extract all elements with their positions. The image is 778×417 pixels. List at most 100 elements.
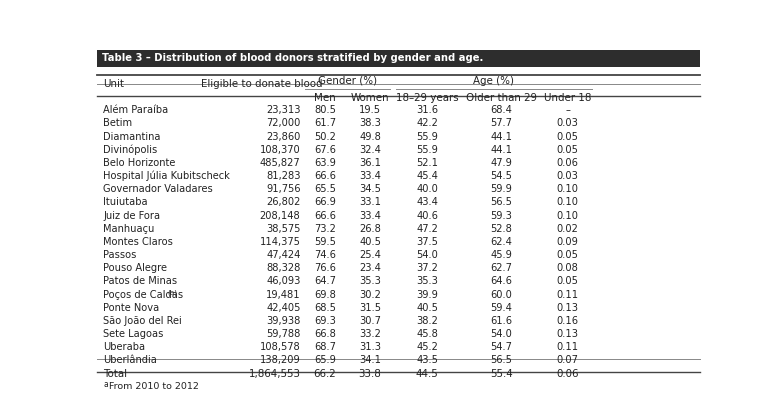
Text: Gender (%): Gender (%) [318,76,377,86]
Text: 81,283: 81,283 [266,171,300,181]
Text: 66.8: 66.8 [314,329,336,339]
Text: 26.8: 26.8 [359,224,381,234]
Text: 0.11: 0.11 [556,289,579,299]
Text: Ponte Nova: Ponte Nova [103,303,159,313]
Text: 45.8: 45.8 [416,329,438,339]
Text: 0.09: 0.09 [556,237,579,247]
Text: 108,370: 108,370 [260,145,300,155]
Text: 55.9: 55.9 [416,132,438,142]
Text: 62.4: 62.4 [490,237,512,247]
Text: 36.1: 36.1 [359,158,381,168]
Text: Manhuaçu: Manhuaçu [103,224,155,234]
Text: 47,424: 47,424 [266,250,300,260]
Text: 30.7: 30.7 [359,316,381,326]
Text: 0.13: 0.13 [556,329,579,339]
Text: 39,938: 39,938 [266,316,300,326]
Text: 485,827: 485,827 [260,158,300,168]
Text: Sete Lagoas: Sete Lagoas [103,329,163,339]
Text: Under 18: Under 18 [544,93,591,103]
Text: 1,864,553: 1,864,553 [248,369,300,379]
Text: 45.2: 45.2 [416,342,438,352]
Text: 114,375: 114,375 [260,237,300,247]
Text: 65.9: 65.9 [314,355,336,365]
Text: 38.3: 38.3 [359,118,381,128]
Text: a: a [103,380,108,389]
Text: 52.1: 52.1 [416,158,438,168]
Text: 45.9: 45.9 [490,250,512,260]
Text: 38.2: 38.2 [416,316,438,326]
Text: 54.0: 54.0 [490,329,512,339]
Text: 33.8: 33.8 [359,369,381,379]
Text: 23.4: 23.4 [359,263,381,273]
Text: 34.5: 34.5 [359,184,381,194]
Text: 0.10: 0.10 [556,184,579,194]
Text: 59.3: 59.3 [490,211,512,221]
Text: Diamantina: Diamantina [103,132,161,142]
Text: 72,000: 72,000 [266,118,300,128]
Text: 64.6: 64.6 [490,276,512,286]
Text: 88,328: 88,328 [266,263,300,273]
Text: Older than 29: Older than 29 [466,93,537,103]
Text: 55.9: 55.9 [416,145,438,155]
Text: 54.0: 54.0 [416,250,438,260]
Text: Divinópolis: Divinópolis [103,144,157,155]
Text: From 2010 to 2012: From 2010 to 2012 [103,382,199,391]
Text: 31.6: 31.6 [416,105,438,115]
Text: 76.6: 76.6 [314,263,336,273]
Text: 47.9: 47.9 [490,158,512,168]
Text: 80.5: 80.5 [314,105,336,115]
Text: Juiz de Fora: Juiz de Fora [103,211,160,221]
Text: 0.05: 0.05 [556,132,579,142]
Text: 33.4: 33.4 [359,171,381,181]
Text: 0.11: 0.11 [556,342,579,352]
Text: 59.4: 59.4 [490,303,512,313]
Text: Age (%): Age (%) [473,76,514,86]
Text: 69.8: 69.8 [314,289,336,299]
Text: 40.0: 40.0 [416,184,438,194]
Text: Além Paraíba: Além Paraíba [103,105,169,115]
Text: 33.1: 33.1 [359,197,381,207]
Text: Men: Men [314,93,336,103]
Text: Betim: Betim [103,118,132,128]
Text: 44.1: 44.1 [490,145,512,155]
Text: 69.3: 69.3 [314,316,336,326]
Text: 46,093: 46,093 [266,276,300,286]
Text: 44.1: 44.1 [490,132,512,142]
Text: 0.03: 0.03 [556,171,579,181]
Text: 0.16: 0.16 [556,316,579,326]
Text: 23,860: 23,860 [266,132,300,142]
Text: –: – [565,105,570,115]
Text: 0.06: 0.06 [556,369,579,379]
Text: 208,148: 208,148 [260,211,300,221]
Text: 59.5: 59.5 [314,237,336,247]
Text: 18–29 years: 18–29 years [396,93,459,103]
Text: 68.7: 68.7 [314,342,336,352]
Text: 0.05: 0.05 [556,145,579,155]
Text: 0.03: 0.03 [556,118,579,128]
Text: 0.07: 0.07 [556,355,579,365]
Text: Eligible to donate blood: Eligible to donate blood [201,79,322,89]
Text: 42,405: 42,405 [266,303,300,313]
Text: 33.2: 33.2 [359,329,381,339]
Text: 40.6: 40.6 [416,211,438,221]
Text: 0.10: 0.10 [556,211,579,221]
Text: 25.4: 25.4 [359,250,381,260]
Text: Governador Valadares: Governador Valadares [103,184,213,194]
Text: 59,788: 59,788 [266,329,300,339]
Text: São João del Rei: São João del Rei [103,316,182,326]
Text: 66.2: 66.2 [314,369,336,379]
Text: Patos de Minas: Patos de Minas [103,276,177,286]
Text: 35.3: 35.3 [416,276,438,286]
Text: Table 3 – Distribution of blood donors stratified by gender and age.: Table 3 – Distribution of blood donors s… [102,53,483,63]
Text: 0.08: 0.08 [556,263,579,273]
Text: Passos: Passos [103,250,137,260]
Text: 52.8: 52.8 [490,224,512,234]
Text: 0.05: 0.05 [556,250,579,260]
Text: 0.06: 0.06 [556,158,579,168]
Text: 40.5: 40.5 [416,303,438,313]
Text: 23,313: 23,313 [266,105,300,115]
Text: 32.4: 32.4 [359,145,381,155]
Text: 66.9: 66.9 [314,197,336,207]
Text: Pouso Alegre: Pouso Alegre [103,263,167,273]
Text: 56.5: 56.5 [490,197,512,207]
